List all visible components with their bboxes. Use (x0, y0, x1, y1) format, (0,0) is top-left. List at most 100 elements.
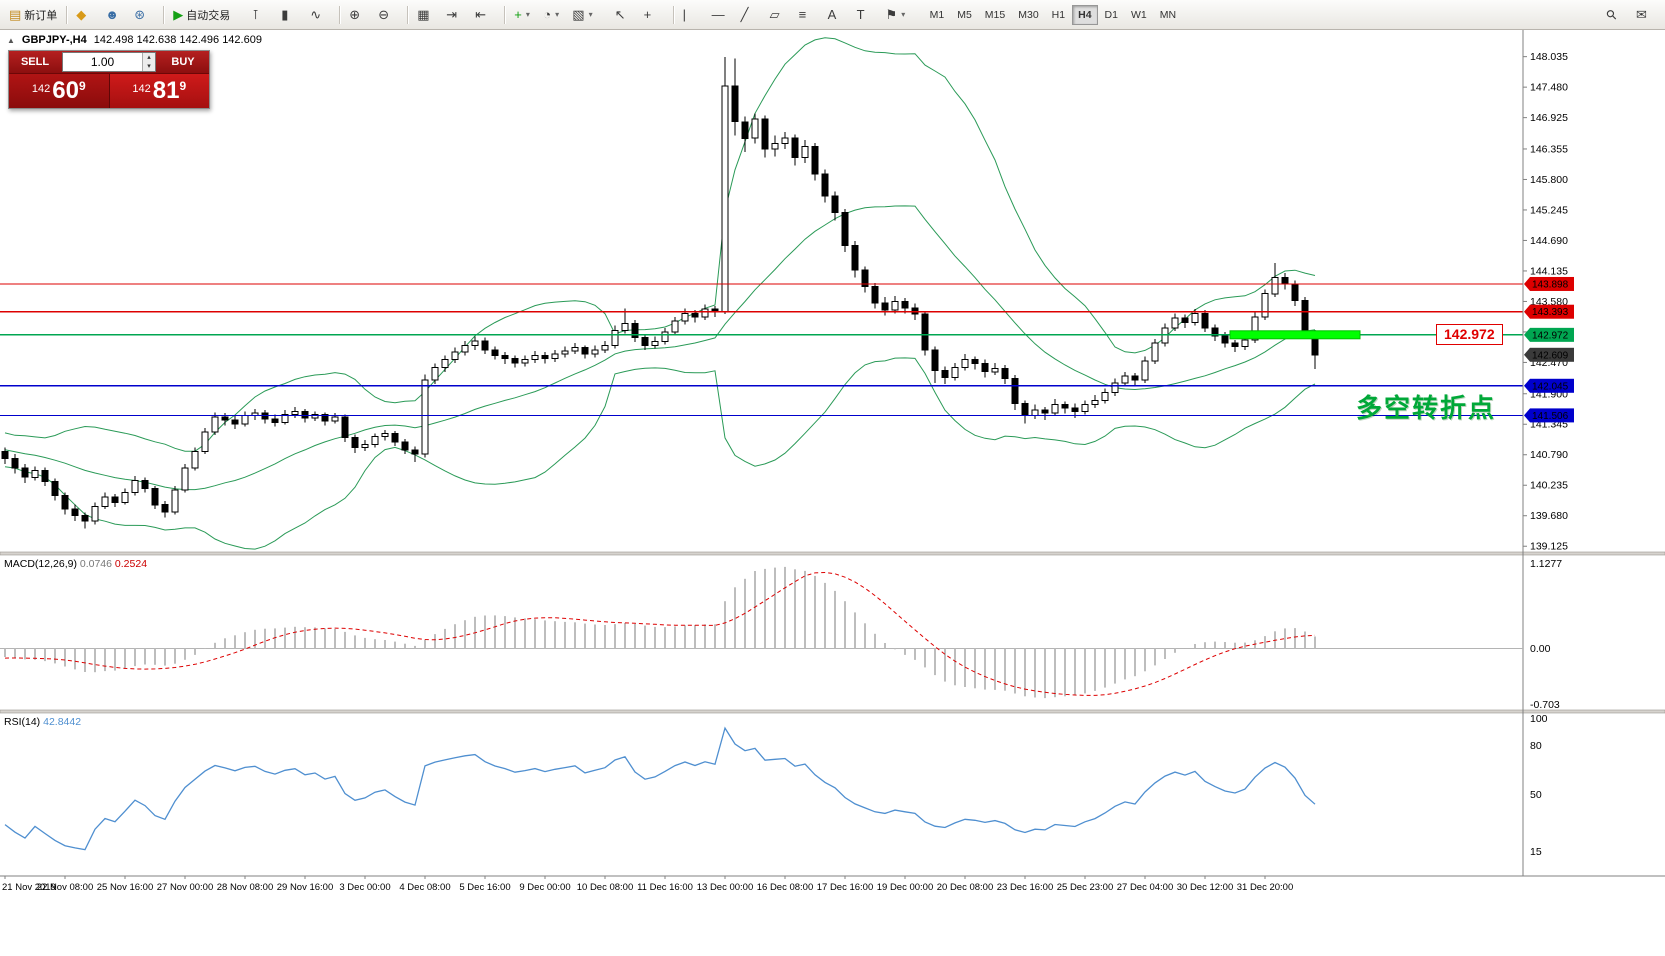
svg-text:139.125: 139.125 (1530, 541, 1568, 553)
mql5-community-button[interactable]: ◆ (72, 3, 100, 27)
periods-button[interactable]: ◔ ▾ (539, 3, 567, 27)
support-zone-line[interactable] (1229, 330, 1361, 340)
svg-text:142.045: 142.045 (1532, 381, 1569, 392)
timeframe-m1-button[interactable]: M1 (929, 8, 945, 21)
periods-icon: ◔ (543, 6, 552, 22)
auto-trading-button[interactable]: ▶ 自动交易 (169, 3, 234, 27)
templates-button[interactable]: ▧ ▾ (568, 3, 596, 27)
toolbar-group-chart: ⊺ ▮ ∿ ⊕ ⊖ ▦ ⇥ ⇤ + ▾ ◔ ▾ ▧ ▾ (248, 3, 596, 27)
chevron-down-icon: ▾ (525, 10, 530, 19)
tile-windows-button[interactable]: ▦ (413, 3, 441, 27)
toolbar-separator (672, 5, 674, 24)
vertical-line-button[interactable]: | (679, 3, 707, 27)
crosshair-icon: + (643, 6, 652, 22)
zoom-out-icon: ⊖ (378, 6, 390, 22)
svg-text:147.480: 147.480 (1530, 82, 1568, 94)
trendline-button[interactable]: ╱ (737, 3, 765, 27)
auto-scroll-button[interactable]: ⇥ (442, 3, 470, 27)
chart-shift-button[interactable]: ⇤ (471, 3, 499, 27)
macd-panel: MACD(12,26,9) 0.0746 0.2524 1.1277 0.00 -0.… (0, 558, 1562, 711)
rsi-panel: RSI(14) 42.8442 100 80 50 15 (4, 713, 1548, 858)
web-terminal-button[interactable]: ⊛ (130, 3, 158, 27)
buy-button[interactable]: BUY (157, 51, 209, 73)
new-order-button[interactable]: ▤ 新订单 (5, 3, 61, 27)
zoom-in-button[interactable]: ⊕ (345, 3, 373, 27)
sell-button[interactable]: SELL (9, 51, 61, 73)
svg-text:15: 15 (1530, 846, 1542, 858)
indicators-button[interactable]: + ▾ (510, 3, 538, 27)
one-click-top-row: SELL ▴ ▾ BUY (9, 51, 209, 73)
toolbar-separator (504, 5, 506, 24)
templates-icon: ▧ (572, 6, 585, 22)
timeframe-h4-button[interactable]: H4 (1072, 4, 1098, 25)
svg-text:143.898: 143.898 (1532, 279, 1569, 290)
candlestick-chart-button[interactable]: ▮ (277, 3, 305, 27)
candlestick-chart-icon: ▮ (281, 6, 289, 22)
equidistant-channel-button[interactable]: ▱ (766, 3, 794, 27)
volume-decrease-button[interactable]: ▾ (147, 63, 151, 70)
trendline-icon: ╱ (740, 6, 749, 22)
new-order-icon: ▤ (9, 6, 22, 22)
sell-price-pips: 60 (52, 77, 79, 104)
crosshair-button[interactable]: + (640, 3, 668, 27)
equidistant-channel-icon: ▱ (769, 6, 780, 22)
svg-text:140.790: 140.790 (1530, 449, 1568, 461)
price-tag-143.393: 143.393 (1524, 304, 1574, 319)
search-button[interactable]: ⚲ (1603, 3, 1631, 27)
horizontal-line-button[interactable]: — (708, 3, 736, 27)
fibonacci-retracement-icon: ≡ (798, 6, 807, 22)
text-icon: A (827, 6, 837, 22)
svg-text:142.972: 142.972 (1532, 330, 1569, 341)
sell-price-button[interactable]: 142 60 9 (9, 74, 109, 108)
arrows-button[interactable]: ⚑ ▾ (882, 3, 910, 27)
one-click-price-row: 142 60 9 142 81 9 (9, 73, 209, 108)
sell-price-point: 9 (78, 79, 86, 93)
svg-text:5 Dec 16:00: 5 Dec 16:00 (459, 882, 510, 893)
svg-text:25 Nov 16:00: 25 Nov 16:00 (97, 882, 154, 893)
chart-shift-icon: ⇤ (475, 6, 487, 22)
toolbar-separator (66, 5, 68, 24)
contacts-button[interactable]: ☻ (101, 3, 129, 27)
toolbar-group-timeframes: M1 M5 M15 M30 H1 H4 D1 W1 MN (924, 4, 1182, 25)
timeframe-w1-button[interactable]: W1 (1130, 8, 1147, 21)
timeframe-m15-button[interactable]: M15 (984, 8, 1006, 21)
price-tag-142.609: 142.609 (1524, 347, 1574, 362)
svg-text:10 Dec 08:00: 10 Dec 08:00 (577, 882, 634, 893)
svg-text:RSI(14) 42.8442: RSI(14) 42.8442 (4, 716, 81, 728)
cursor-button[interactable]: ↖ (611, 3, 639, 27)
timeframe-d1-button[interactable]: D1 (1104, 8, 1118, 21)
fibonacci-retracement-button[interactable]: ≡ (795, 3, 823, 27)
price-level-flag: 142.972 (1436, 324, 1503, 345)
svg-text:142.609: 142.609 (1532, 350, 1569, 361)
volume-input[interactable] (63, 53, 142, 71)
text-button[interactable]: A (824, 3, 852, 27)
timeframe-m5-button[interactable]: M5 (957, 8, 972, 21)
svg-text:144.690: 144.690 (1530, 235, 1568, 247)
buy-price-prefix: 142 (132, 83, 151, 95)
timeframe-mn-button[interactable]: MN (1159, 8, 1177, 21)
buy-price-button[interactable]: 142 81 9 (108, 74, 209, 108)
indicators-icon: + (514, 6, 522, 22)
zoom-in-icon: ⊕ (349, 6, 361, 22)
price-chart[interactable]: 148.035 147.480 146.925 146.355 145.800 145.2… (0, 30, 1665, 926)
text-label-button[interactable]: T (853, 3, 881, 27)
volume-increase-button[interactable]: ▴ (147, 54, 151, 61)
timeframe-h1-button[interactable]: H1 (1051, 8, 1066, 21)
svg-text:141.506: 141.506 (1532, 411, 1569, 422)
zoom-out-button[interactable]: ⊖ (374, 3, 402, 27)
svg-text:19 Dec 00:00: 19 Dec 00:00 (877, 882, 934, 893)
bar-chart-button[interactable]: ⊺ (248, 3, 276, 27)
svg-text:31 Dec 20:00: 31 Dec 20:00 (1237, 882, 1294, 893)
chat-icon: ✉ (1636, 6, 1647, 22)
line-chart-button[interactable]: ∿ (306, 3, 334, 27)
price-tag-141.506: 141.506 (1524, 408, 1574, 423)
chevron-down-icon: ▾ (588, 10, 593, 19)
chevron-down-icon: ▾ (555, 10, 560, 19)
line-chart-icon: ∿ (310, 6, 322, 22)
svg-text:140.235: 140.235 (1530, 480, 1568, 492)
timeframe-m30-button[interactable]: M30 (1018, 8, 1039, 21)
chevron-down-icon: ▾ (901, 10, 906, 19)
svg-text:MACD(12,26,9) 0.0746 0.2524: MACD(12,26,9) 0.0746 0.2524 (4, 558, 147, 570)
chat-button[interactable]: ✉ (1632, 3, 1660, 27)
svg-text:27 Nov 00:00: 27 Nov 00:00 (157, 882, 214, 893)
